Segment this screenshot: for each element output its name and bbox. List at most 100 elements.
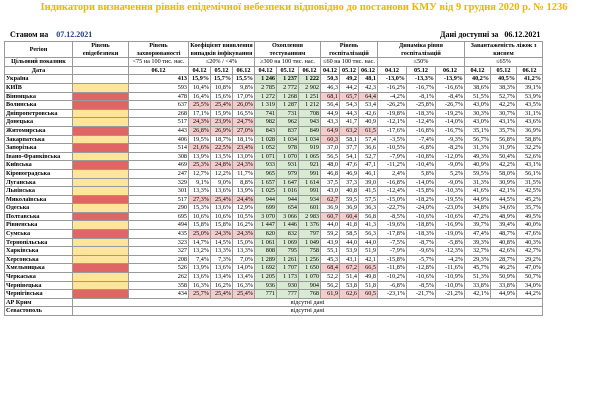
testing-value: 921: [298, 160, 321, 170]
hospital-value: 60,7: [320, 211, 340, 222]
incidence-value: 290: [128, 203, 189, 213]
incidence-value: 329: [128, 177, 189, 188]
hospital-value: 56,8: [358, 211, 378, 222]
testing-value: 1 025: [254, 186, 277, 196]
dynamics-value: -9,6%: [406, 246, 436, 256]
table-row: Тернопільська 323 14,7% 14,5% 15,0% 1 061 1 06…: [4, 237, 543, 248]
region-name: Миколаївська: [4, 194, 73, 205]
detection-value: 13,9%: [232, 186, 255, 196]
dynamics-value: -3,5%: [377, 134, 407, 145]
hospital-value: 64,9: [320, 125, 340, 136]
detection-value: 9,8%: [232, 82, 255, 93]
level-indicator: [72, 117, 129, 127]
testing-value: 1 287: [276, 100, 299, 110]
occupancy-value: 38,6%: [464, 82, 491, 93]
testing-value: 1 319: [254, 100, 277, 110]
hospital-value: 63,2: [339, 125, 359, 136]
detection-value: 25,7%: [188, 289, 211, 299]
detection-value: 17,1%: [188, 108, 211, 119]
incidence-value: 308: [128, 151, 189, 162]
detection-value: 8,8%: [232, 177, 255, 188]
hospital-value: 60,4: [339, 211, 359, 222]
hospital-value: 57,5: [358, 194, 378, 205]
testing-header: Охоплення тестуванням: [254, 40, 321, 59]
testing-value: 1 070: [276, 151, 299, 162]
dynamics-value: -16,7%: [435, 125, 465, 136]
testing-value: 1 650: [298, 263, 321, 274]
occupancy-value: 34,8%: [464, 203, 491, 213]
dynamics-value: -24,0%: [406, 203, 436, 213]
region-name: АР Крим: [4, 297, 73, 308]
table-row: Черкаська 262 13,6% 13,4% 13,4% 1 205 1 173 1 0…: [4, 272, 543, 282]
incidence-header: Рівень захворюваності: [128, 40, 189, 59]
table-row: Миколаївська 517 27,3% 25,4% 24,4% 944 944 934 6…: [4, 194, 543, 205]
incidence-value: 327: [128, 246, 189, 256]
region-name: Харківська: [4, 246, 73, 256]
occupancy-value: 42,1%: [464, 289, 491, 299]
testing-value: 771: [254, 289, 277, 299]
dynamics-value: -25,8%: [406, 100, 436, 110]
region-name: Вінницька: [4, 91, 73, 102]
date-level-cell: [72, 65, 129, 76]
region-name: Київська: [4, 160, 73, 170]
occupancy-value: 33,8%: [490, 280, 517, 291]
table-row: Житомирська 443 26,8% 26,9% 27,0% 843 837 849 64…: [4, 125, 543, 136]
detection-value: 24,3%: [232, 160, 255, 170]
testing-value: 1 376: [298, 220, 321, 231]
hospital-value: 62,6: [339, 289, 359, 299]
dynamics-value: -13,0%: [377, 74, 407, 84]
dynamics-value: -12,4%: [406, 117, 436, 127]
detection-value: 23,9%: [210, 117, 233, 127]
hospital-value: 41,8: [339, 220, 359, 231]
table-row: Івано-Франківська 308 13,9% 13,5% 13,0% 1 071…: [4, 151, 543, 162]
testing-value: 991: [298, 186, 321, 196]
detection-value: 7,3%: [210, 254, 233, 265]
level-indicator: [72, 203, 129, 213]
hospital-value: 36,6: [358, 143, 378, 153]
occupancy-value: 44,9%: [464, 194, 491, 205]
testing-value: 2 983: [298, 211, 321, 222]
testing-value: 1 256: [298, 254, 321, 265]
dynamics-value: -8,5%: [406, 280, 436, 291]
testing-value: 2 902: [298, 82, 321, 93]
occupancy-value: 53,9%: [516, 91, 543, 102]
testing-value: 930: [276, 280, 299, 291]
detection-header: Коефіцієнт виявлення випадків інфікуванн…: [188, 40, 255, 59]
detection-value: 11,7%: [232, 168, 255, 179]
occupancy-value: 30,3%: [464, 108, 491, 119]
occupancy-value: 43,5%: [516, 100, 543, 110]
detection-value: 13,4%: [232, 272, 255, 282]
occupancy-value: 51,3%: [464, 272, 491, 282]
region-name: Запорізька: [4, 143, 73, 153]
detection-value: 13,6%: [210, 263, 233, 274]
dynamics-header: Динаміка рівня госпіталізацій: [377, 40, 465, 59]
detection-value: 27,0%: [232, 125, 255, 136]
testing-value: 1 707: [276, 263, 299, 274]
detection-value: 25,4%: [210, 100, 233, 110]
hospital-value: 46,9: [339, 168, 359, 179]
occupancy-value: 49,5%: [516, 211, 543, 222]
target-incidence: <75 на 100 тис. нас.: [128, 57, 189, 67]
level-indicator: [72, 280, 129, 291]
region-name: Херсонська: [4, 254, 73, 265]
level-indicator: [72, 237, 129, 248]
region-name: Україна: [4, 74, 73, 84]
hospital-value: 60,3: [320, 134, 340, 145]
detection-value: 27,3%: [188, 194, 211, 205]
dynamics-value: -13,3%: [406, 74, 436, 84]
region-name: Волинська: [4, 100, 73, 110]
hospital-value: 56,5: [320, 151, 340, 162]
occupancy-header: Завантаженість ліжок з киснем: [464, 40, 543, 59]
date-col-header: 05.12: [406, 65, 436, 76]
hospital-value: 57,4: [358, 134, 378, 145]
dynamics-value: -19,6%: [377, 220, 407, 231]
table-row: АР Крим відсутні дані: [4, 297, 543, 308]
detection-value: 16,2%: [232, 220, 255, 231]
detection-value: 25,4%: [210, 194, 233, 205]
dynamics-value: -15,8%: [377, 254, 407, 265]
status-label: Станом на: [10, 30, 49, 39]
occupancy-value: 39,4%: [490, 220, 517, 231]
occupancy-value: 52,7%: [490, 91, 517, 102]
dynamics-value: -17,6%: [377, 125, 407, 136]
occupancy-value: 56,1%: [516, 168, 543, 179]
